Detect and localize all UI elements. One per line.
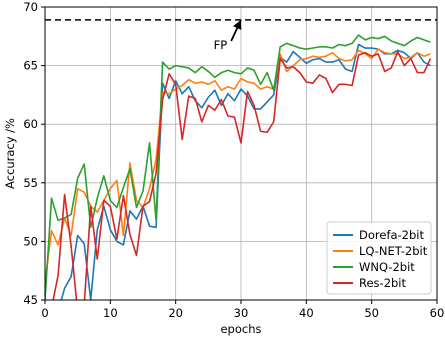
series-layer <box>45 34 432 300</box>
series-line-dorefa-2bit <box>60 43 431 300</box>
x-tick-label: 0 <box>41 306 48 320</box>
legend: Dorefa-2bit LQ-NET-2bit WNQ-2bit Res-2bit <box>326 221 432 295</box>
y-tick-label: 60 <box>23 117 38 131</box>
legend-label-lq-net-2bit: LQ-NET-2bit <box>359 244 428 258</box>
y-tick-label: 45 <box>23 293 38 307</box>
series-line-lq-net-2bit <box>45 48 431 283</box>
x-tick-label: 10 <box>103 306 118 320</box>
x-tick-label: 50 <box>364 306 379 320</box>
y-tick-label: 70 <box>23 0 38 14</box>
x-axis-title: epochs <box>220 322 261 336</box>
legend-label-wnq-2bit: WNQ-2bit <box>359 260 415 274</box>
series-line-res-2bit <box>52 50 432 300</box>
fp-annotation-label: FP <box>214 38 228 52</box>
x-tick-label: 30 <box>234 306 249 320</box>
y-tick-label: 65 <box>23 59 38 73</box>
legend-label-res-2bit: Res-2bit <box>359 276 407 290</box>
legend-box <box>326 221 432 295</box>
fp-arrow-head <box>233 19 242 30</box>
y-tick-label: 50 <box>23 234 38 248</box>
legend-label-dorefa-2bit: Dorefa-2bit <box>359 228 424 242</box>
x-tick-label: 20 <box>168 306 183 320</box>
x-tick-label: 60 <box>430 306 445 320</box>
x-tick-label: 40 <box>299 306 314 320</box>
tick-layer: 0 10 20 30 40 50 60 45 50 55 60 65 70 <box>23 0 444 320</box>
y-tick-label: 55 <box>23 176 38 190</box>
series-line-wnq-2bit <box>45 34 431 300</box>
annotation-layer: FP <box>214 19 242 52</box>
y-axis-title: Accuracy /% <box>3 118 17 189</box>
